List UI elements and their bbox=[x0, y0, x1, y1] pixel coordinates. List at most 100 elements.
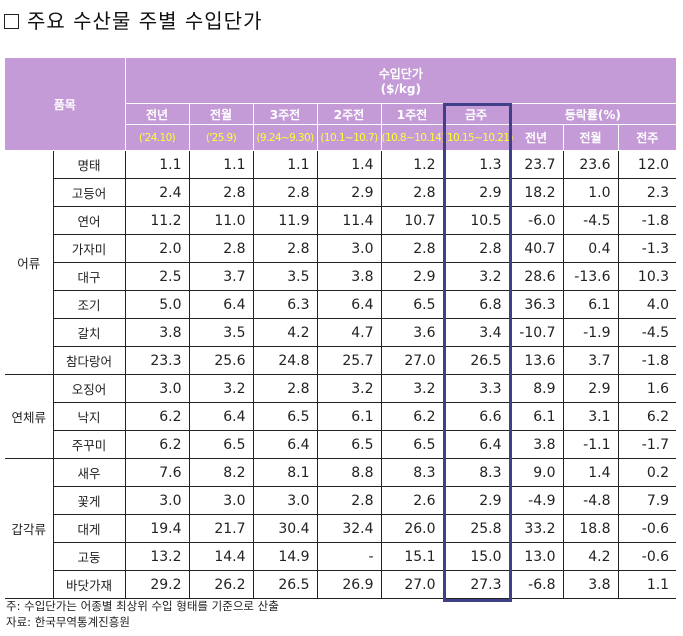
change-rate-cell: 40.7 bbox=[508, 234, 564, 263]
price-cell: 2.8 bbox=[252, 234, 318, 263]
price-cell: 6.5 bbox=[380, 290, 444, 319]
price-cell: 3.4 bbox=[442, 318, 510, 347]
table-row: 대구 2.5 3.7 3.5 3.8 2.9 3.2 28.6 -13.6 10.3 bbox=[5, 262, 677, 291]
price-cell: 4.7 bbox=[316, 318, 382, 347]
checkbox-square-icon bbox=[4, 14, 19, 29]
change-rate-cell: 8.9 bbox=[508, 374, 564, 403]
price-cell: 26.5 bbox=[252, 570, 318, 599]
change-rate-cell: 33.2 bbox=[508, 514, 564, 543]
price-cell: 24.8 bbox=[252, 346, 318, 375]
price-cell: 6.4 bbox=[252, 430, 318, 459]
footnote: 주: 수입단가는 어종별 최상위 수입 형태를 기준으로 산출 bbox=[6, 599, 279, 613]
table-row: 연어 11.2 11.0 11.9 11.4 10.7 10.5 -6.0 -4.5 -1.8 bbox=[5, 206, 677, 235]
page-title: 주요 수산물 주별 수입단가 bbox=[4, 5, 262, 34]
table-row: 연체류 오징어 3.0 3.2 2.8 3.2 3.2 3.3 8.9 2.9 1.6 bbox=[5, 374, 677, 459]
price-cell: 8.1 bbox=[252, 458, 318, 487]
price-cell: 6.8 bbox=[442, 290, 510, 319]
change-rate-cell: 4.2 bbox=[562, 542, 619, 571]
table-body: 어류 명태 1.1 1.1 1.1 1.4 1.2 1.3 23.7 23.6 12.0 고등어 2.4… bbox=[5, 150, 677, 599]
price-cell: 23.3 bbox=[124, 346, 190, 375]
period-2-weeks-ago: (10.1~10.7) bbox=[316, 124, 382, 151]
table-row: 어류 명태 1.1 1.1 1.1 1.4 1.2 1.3 23.7 23.6 12.0 bbox=[5, 150, 677, 375]
price-cell: 3.2 bbox=[442, 262, 510, 291]
change-rate-cell: 4.0 bbox=[617, 290, 677, 319]
change-rate-cell: -1.7 bbox=[617, 430, 677, 459]
change-rate-cell: 0.2 bbox=[617, 458, 677, 487]
change-rate-cell: 1.6 bbox=[617, 374, 677, 403]
item-name-cell: 새우 bbox=[52, 458, 126, 487]
table-row: 참다랑어 23.3 25.6 24.8 25.7 27.0 26.5 13.6 3.7 -1.8 bbox=[5, 346, 677, 375]
table-row: 대게 19.4 21.7 30.4 32.4 26.0 25.8 33.2 18.8 -0.6 bbox=[5, 514, 677, 543]
price-cell: 21.7 bbox=[188, 514, 254, 543]
change-rate-cell: 3.8 bbox=[562, 570, 619, 599]
price-cell: 11.2 bbox=[124, 206, 190, 235]
price-cell: 3.2 bbox=[380, 374, 444, 403]
price-cell: 26.9 bbox=[316, 570, 382, 599]
change-rate-cell: 3.8 bbox=[508, 430, 564, 459]
price-group-header: 수입단가 ($/kg) bbox=[124, 57, 677, 104]
price-cell: 6.6 bbox=[442, 402, 510, 431]
change-rate-cell: 10.3 bbox=[617, 262, 677, 291]
price-cell: 6.3 bbox=[252, 290, 318, 319]
change-col-prev-month: 전월 bbox=[562, 124, 619, 151]
change-rate-cell: 6.2 bbox=[617, 402, 677, 431]
price-cell: 2.5 bbox=[124, 262, 190, 291]
price-cell: 7.6 bbox=[124, 458, 190, 487]
price-cell: 6.2 bbox=[124, 402, 190, 431]
change-rate-cell: 6.1 bbox=[508, 402, 564, 431]
price-cell: 8.2 bbox=[188, 458, 254, 487]
price-cell: 3.3 bbox=[442, 374, 510, 403]
change-rate-cell: -1.8 bbox=[617, 206, 677, 235]
change-rate-cell: 0.4 bbox=[562, 234, 619, 263]
change-rate-cell: 12.0 bbox=[617, 150, 677, 179]
change-rate-cell: -1.8 bbox=[617, 346, 677, 375]
price-cell: 2.8 bbox=[252, 178, 318, 207]
item-name-cell: 꽃게 bbox=[52, 486, 126, 515]
price-cell: 3.7 bbox=[188, 262, 254, 291]
price-cell: 3.2 bbox=[316, 374, 382, 403]
price-cell: 3.0 bbox=[252, 486, 318, 515]
price-cell: - bbox=[316, 542, 382, 571]
price-cell: 1.1 bbox=[252, 150, 318, 179]
price-cell: 3.0 bbox=[188, 486, 254, 515]
table-row: 조기 5.0 6.4 6.3 6.4 6.5 6.8 36.3 6.1 4.0 bbox=[5, 290, 677, 319]
change-rate-cell: 7.9 bbox=[617, 486, 677, 515]
table-row: 고등어 2.4 2.8 2.8 2.9 2.8 2.9 18.2 1.0 2.3 bbox=[5, 178, 677, 207]
price-cell: 6.5 bbox=[252, 402, 318, 431]
price-cell: 25.7 bbox=[316, 346, 382, 375]
change-rate-cell: 13.6 bbox=[508, 346, 564, 375]
change-rate-cell: 1.0 bbox=[562, 178, 619, 207]
change-rate-cell: 3.7 bbox=[562, 346, 619, 375]
price-cell: 29.2 bbox=[124, 570, 190, 599]
price-unit-label: ($/kg) bbox=[380, 82, 421, 96]
table-row: 바닷가재 29.2 26.2 26.5 26.9 27.0 27.3 -6.8 3.8 1.1 bbox=[5, 570, 677, 599]
change-rate-cell: -4.5 bbox=[617, 318, 677, 347]
price-cell: 6.4 bbox=[316, 290, 382, 319]
table-row: 갈치 3.8 3.5 4.2 4.7 3.6 3.4 -10.7 -1.9 -4.5 bbox=[5, 318, 677, 347]
change-rate-cell: 13.0 bbox=[508, 542, 564, 571]
item-name-cell: 주꾸미 bbox=[52, 430, 126, 459]
table-row: 갑각류 새우 7.6 8.2 8.1 8.8 8.3 8.3 9.0 1.4 0.2 bbox=[5, 458, 677, 599]
price-cell: 19.4 bbox=[124, 514, 190, 543]
change-rate-cell: 6.1 bbox=[562, 290, 619, 319]
price-cell: 6.1 bbox=[316, 402, 382, 431]
price-cell: 2.8 bbox=[188, 178, 254, 207]
price-cell: 10.7 bbox=[380, 206, 444, 235]
price-cell: 26.5 bbox=[442, 346, 510, 375]
price-cell: 6.5 bbox=[380, 430, 444, 459]
price-cell: 11.9 bbox=[252, 206, 318, 235]
item-name-cell: 연어 bbox=[52, 206, 126, 235]
period-3-weeks-ago: (9.24~9.30) bbox=[252, 124, 318, 151]
table-row: 고둥 13.2 14.4 14.9-15.1 15.0 13.0 4.2 -0.6 bbox=[5, 542, 677, 571]
price-cell: 25.6 bbox=[188, 346, 254, 375]
period-1-week-ago: (10.8~10.14) bbox=[380, 124, 445, 151]
price-cell: 1.2 bbox=[380, 150, 444, 179]
change-col-prev-week: 전주 bbox=[617, 124, 677, 151]
change-rate-cell: -13.6 bbox=[562, 262, 619, 291]
item-name-cell: 대구 bbox=[52, 262, 126, 291]
price-cell: 8.3 bbox=[442, 458, 510, 487]
price-cell: 5.0 bbox=[124, 290, 190, 319]
item-name-cell: 바닷가재 bbox=[52, 570, 126, 599]
change-group-header: 등락률(%) bbox=[508, 103, 677, 125]
price-cell: 1.3 bbox=[442, 150, 510, 179]
